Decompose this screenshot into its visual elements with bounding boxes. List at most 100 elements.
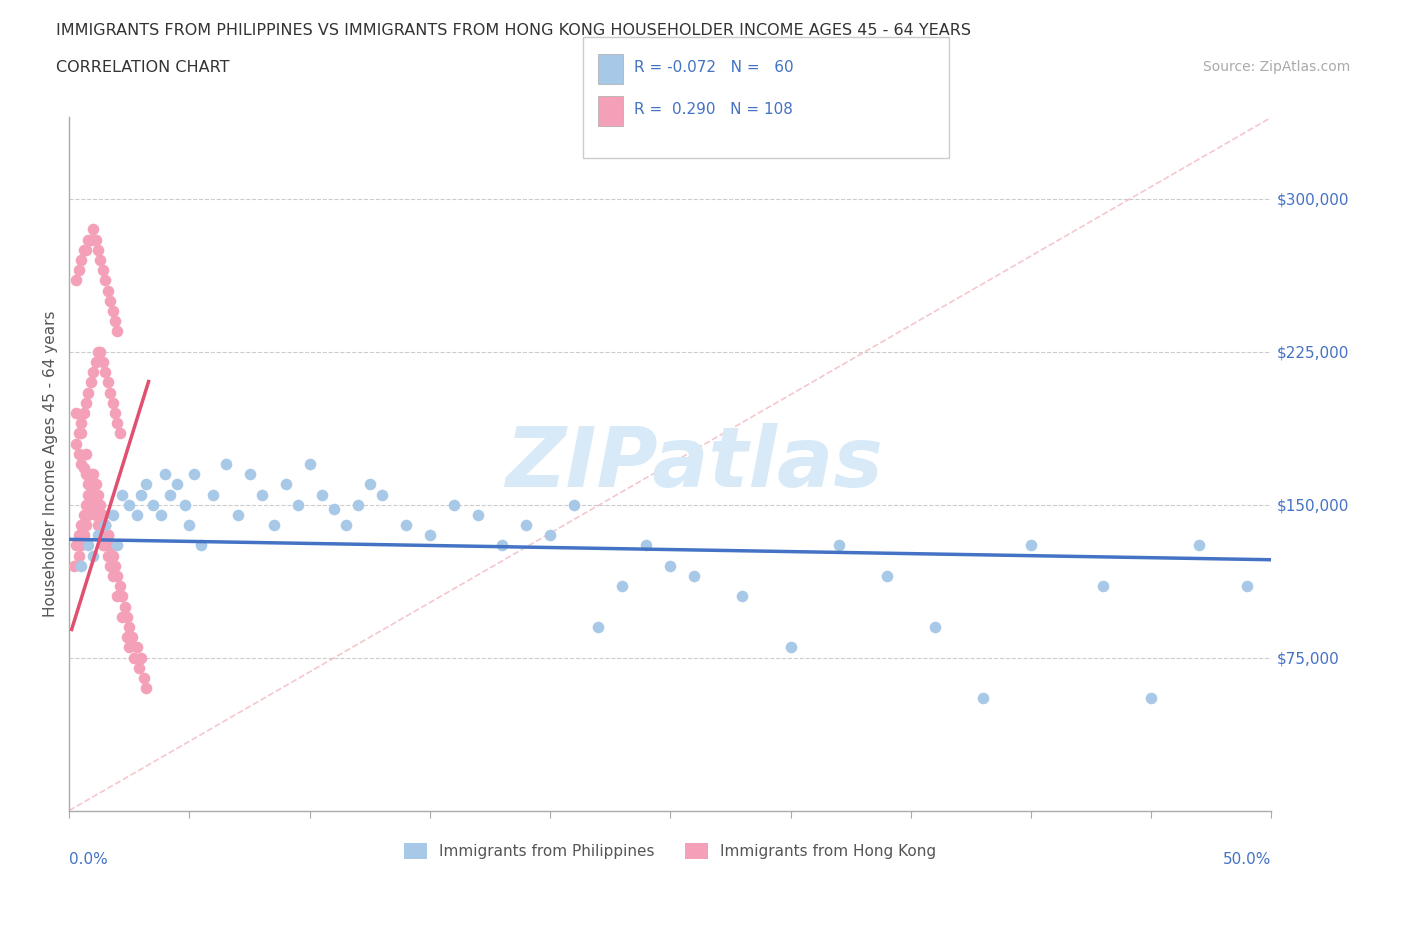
- Point: [82, 487, 104, 502]
- Point: [135, 477, 157, 492]
- Point: [263, 518, 285, 533]
- Point: [149, 508, 172, 523]
- Point: [77, 385, 100, 400]
- Point: [114, 599, 136, 614]
- Point: [98, 558, 121, 573]
- Point: [125, 508, 148, 523]
- Point: [82, 498, 104, 512]
- Point: [1236, 578, 1258, 593]
- Point: [82, 477, 104, 492]
- Point: [214, 457, 236, 472]
- Point: [84, 232, 107, 247]
- Point: [77, 538, 100, 553]
- Point: [84, 354, 107, 369]
- Point: [371, 487, 394, 502]
- Point: [91, 528, 114, 543]
- Text: IMMIGRANTS FROM PHILIPPINES VS IMMIGRANTS FROM HONG KONG HOUSEHOLDER INCOME AGES: IMMIGRANTS FROM PHILIPPINES VS IMMIGRANT…: [56, 23, 972, 38]
- Point: [335, 518, 357, 533]
- Point: [89, 508, 111, 523]
- Point: [67, 528, 90, 543]
- Point: [94, 273, 117, 288]
- Point: [65, 538, 87, 553]
- Point: [538, 528, 561, 543]
- Point: [924, 619, 946, 634]
- Point: [346, 498, 368, 512]
- Point: [70, 416, 93, 431]
- Point: [159, 487, 181, 502]
- Point: [108, 426, 131, 441]
- Point: [128, 660, 150, 675]
- Point: [80, 467, 103, 482]
- Point: [115, 630, 138, 644]
- Point: [87, 498, 110, 512]
- Point: [73, 508, 96, 523]
- Text: 0.0%: 0.0%: [69, 852, 108, 867]
- Point: [105, 324, 128, 339]
- Point: [359, 477, 381, 492]
- Point: [73, 528, 96, 543]
- Point: [70, 538, 93, 553]
- Point: [111, 487, 134, 502]
- Point: [87, 487, 110, 502]
- Point: [115, 609, 138, 624]
- Point: [131, 650, 153, 665]
- Point: [73, 243, 96, 258]
- Point: [70, 457, 93, 472]
- Point: [70, 253, 93, 268]
- Point: [98, 293, 121, 308]
- Point: [104, 405, 127, 420]
- Point: [65, 436, 87, 451]
- Point: [179, 518, 201, 533]
- Point: [125, 640, 148, 655]
- Point: [67, 446, 90, 461]
- Point: [101, 508, 124, 523]
- Point: [111, 589, 134, 604]
- Point: [97, 528, 120, 543]
- Point: [111, 609, 134, 624]
- Point: [77, 487, 100, 502]
- Point: [87, 518, 110, 533]
- Point: [89, 528, 111, 543]
- Text: R = -0.072   N =   60: R = -0.072 N = 60: [634, 60, 794, 75]
- Point: [91, 538, 114, 553]
- Point: [322, 501, 344, 516]
- Point: [94, 365, 117, 379]
- Point: [683, 568, 706, 583]
- Point: [80, 498, 103, 512]
- Point: [1140, 691, 1163, 706]
- Point: [135, 681, 157, 696]
- Point: [287, 498, 309, 512]
- Point: [75, 498, 97, 512]
- Text: R =  0.290   N = 108: R = 0.290 N = 108: [634, 102, 793, 117]
- Point: [239, 467, 262, 482]
- Point: [876, 568, 898, 583]
- Point: [80, 487, 103, 502]
- Point: [226, 508, 249, 523]
- Point: [67, 548, 90, 563]
- Point: [636, 538, 658, 553]
- Point: [70, 558, 93, 573]
- Point: [104, 313, 127, 328]
- Point: [101, 568, 124, 583]
- Point: [132, 671, 155, 685]
- Point: [80, 232, 103, 247]
- Text: Source: ZipAtlas.com: Source: ZipAtlas.com: [1202, 60, 1350, 74]
- Point: [972, 691, 994, 706]
- Point: [562, 498, 585, 512]
- Point: [101, 395, 124, 410]
- Point: [395, 518, 418, 533]
- Point: [89, 498, 111, 512]
- Point: [89, 253, 111, 268]
- Point: [101, 538, 124, 553]
- Point: [311, 487, 333, 502]
- Point: [419, 528, 441, 543]
- Point: [84, 477, 107, 492]
- Point: [91, 508, 114, 523]
- Text: ZIPatlas: ZIPatlas: [505, 423, 883, 504]
- Point: [1019, 538, 1042, 553]
- Point: [122, 650, 145, 665]
- Point: [586, 619, 609, 634]
- Point: [1188, 538, 1211, 553]
- Point: [65, 405, 87, 420]
- Point: [131, 487, 153, 502]
